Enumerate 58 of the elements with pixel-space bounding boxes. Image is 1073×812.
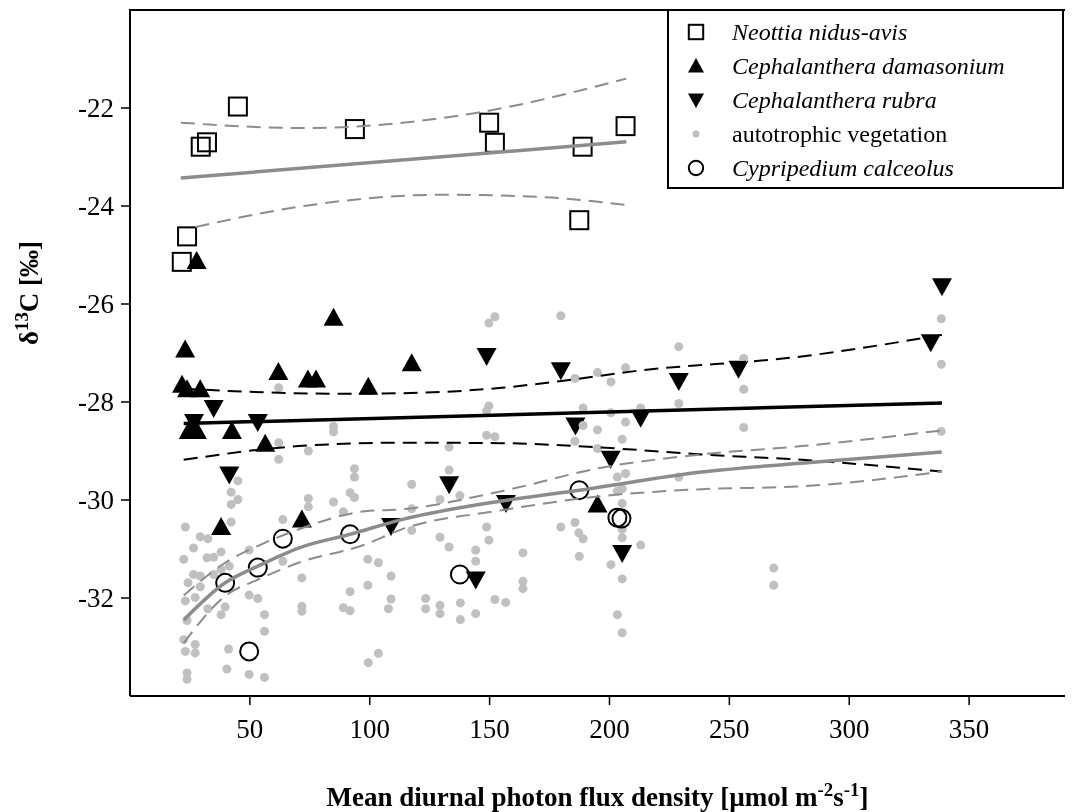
point bbox=[569, 480, 590, 501]
y-tick-label: -30 bbox=[78, 485, 114, 516]
legend-label: Neottia nidus-avis bbox=[731, 19, 908, 46]
point bbox=[612, 544, 633, 563]
legend-label: autotrophic vegetation bbox=[732, 121, 948, 148]
point bbox=[291, 509, 312, 528]
point bbox=[476, 347, 497, 366]
x-tick-label: 50 bbox=[236, 714, 264, 744]
point bbox=[465, 571, 486, 590]
point bbox=[479, 112, 500, 133]
point bbox=[190, 136, 211, 157]
point bbox=[177, 226, 198, 247]
x-tick-label: 250 bbox=[709, 714, 750, 744]
point bbox=[227, 96, 248, 117]
x-tick-label: 200 bbox=[589, 714, 630, 744]
point bbox=[615, 116, 636, 137]
point bbox=[439, 476, 460, 495]
legend-label: Cephalanthera damasonium bbox=[732, 53, 1005, 80]
point bbox=[215, 572, 236, 593]
y-tick-label: -28 bbox=[78, 387, 114, 418]
point bbox=[668, 372, 689, 391]
y-tick-label: -32 bbox=[78, 583, 114, 614]
point bbox=[186, 250, 207, 269]
y-tick-label: -26 bbox=[78, 289, 114, 320]
point bbox=[196, 132, 217, 153]
point bbox=[171, 251, 192, 272]
x-tick-label: 350 bbox=[948, 714, 990, 744]
point bbox=[600, 450, 621, 469]
point bbox=[932, 278, 953, 297]
x-tick-label: 300 bbox=[828, 714, 870, 744]
legend-label: Cephalanthera rubra bbox=[732, 87, 937, 114]
point bbox=[323, 307, 344, 326]
point bbox=[572, 136, 593, 157]
point bbox=[175, 339, 196, 358]
x-tick-label: 100 bbox=[349, 714, 390, 744]
point bbox=[211, 516, 232, 535]
point bbox=[401, 353, 422, 372]
point bbox=[203, 399, 224, 418]
legend-label: Cypripedium calceolus bbox=[732, 155, 954, 182]
point bbox=[340, 524, 361, 545]
y-tick-label: -22 bbox=[78, 93, 114, 124]
point bbox=[255, 433, 276, 452]
line-series bbox=[179, 77, 628, 130]
point bbox=[239, 641, 260, 662]
point bbox=[344, 119, 365, 140]
point bbox=[190, 379, 211, 398]
point bbox=[587, 494, 608, 513]
x-tick-label: 150 bbox=[469, 714, 510, 744]
y-tick-label: -24 bbox=[78, 191, 115, 222]
point bbox=[449, 564, 470, 585]
point bbox=[247, 557, 268, 578]
point bbox=[569, 210, 590, 231]
point bbox=[272, 528, 293, 549]
point bbox=[268, 362, 289, 381]
point bbox=[306, 369, 327, 388]
point bbox=[219, 466, 240, 485]
point bbox=[550, 362, 571, 381]
x-axis-title: Mean diurnal photon flux density [µmol m$^{-2}$s$^{-1}$] bbox=[326, 778, 869, 812]
